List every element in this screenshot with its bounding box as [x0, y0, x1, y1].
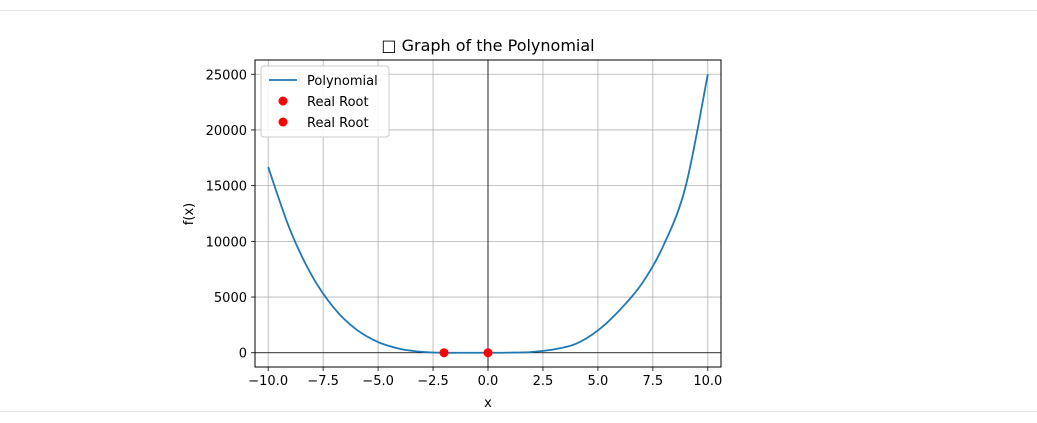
legend-label: Real Root: [307, 95, 369, 110]
y-tick-label: 0: [239, 347, 247, 362]
top-divider: [0, 10, 1037, 11]
chart-title: □ Graph of the Polynomial: [381, 36, 594, 55]
y-ticks: 0 5000 10000 15000 20000 25000: [206, 68, 255, 362]
y-tick-label: 15000: [206, 180, 247, 195]
x-tick-label: 0.0: [478, 374, 499, 389]
legend-label: Real Root: [307, 116, 369, 131]
legend-label: Polynomial: [307, 74, 378, 89]
x-tick-label: 2.5: [533, 374, 554, 389]
y-axis-label: f(x): [182, 203, 197, 225]
x-tick-label: −2.5: [417, 374, 449, 389]
x-tick-label: −5.0: [362, 374, 394, 389]
y-tick-label: 25000: [206, 68, 247, 83]
x-ticks: −10.0 −7.5 −5.0 −2.5 0.0 2.5 5.0 7.5 10.0: [248, 367, 722, 389]
x-axis-label: x: [484, 396, 492, 411]
real-root-point: [439, 348, 449, 358]
legend-box: [260, 65, 390, 138]
series-layer: [267, 74, 709, 358]
legend-marker-swatch: [278, 96, 288, 106]
y-tick-label: 20000: [206, 124, 247, 139]
bottom-divider: [0, 411, 1037, 412]
y-tick-label: 10000: [206, 235, 247, 250]
y-tick-label: 5000: [214, 291, 247, 306]
x-tick-label: −10.0: [248, 374, 288, 389]
legend-marker-swatch: [278, 117, 288, 127]
real-root-point: [483, 348, 493, 358]
x-tick-label: −7.5: [307, 374, 339, 389]
x-tick-label: 10.0: [693, 374, 722, 389]
legend: Polynomial Real Root Real Root: [260, 65, 390, 138]
x-tick-label: 7.5: [643, 374, 664, 389]
x-tick-label: 5.0: [588, 374, 609, 389]
